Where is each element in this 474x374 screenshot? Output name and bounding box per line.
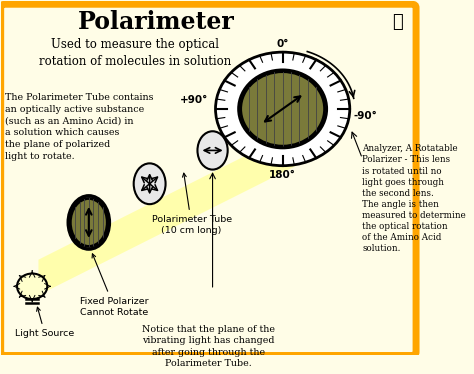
Text: 👁: 👁 [392, 13, 402, 31]
Circle shape [17, 273, 47, 299]
Text: Light Source: Light Source [15, 307, 74, 338]
Text: 180°: 180° [269, 170, 296, 180]
Text: +90°: +90° [180, 95, 208, 105]
Circle shape [216, 52, 350, 166]
Text: Used to measure the optical
rotation of molecules in solution: Used to measure the optical rotation of … [39, 38, 231, 68]
FancyBboxPatch shape [0, 4, 416, 355]
Text: Fixed Polarizer
Cannot Rotate: Fixed Polarizer Cannot Rotate [80, 254, 148, 317]
Text: -90°: -90° [353, 111, 377, 121]
Ellipse shape [198, 131, 228, 169]
Text: Polarimeter: Polarimeter [78, 10, 234, 34]
Text: Notice that the plane of the
vibrating light has changed
after going through the: Notice that the plane of the vibrating l… [142, 325, 275, 368]
Ellipse shape [241, 72, 325, 146]
Text: The Polarimeter Tube contains
an optically active substance
(such as an Amino Ac: The Polarimeter Tube contains an optical… [5, 93, 154, 161]
Text: Analyzer, A Rotatable
Polarizer - This lens
is rotated until no
light goes throu: Analyzer, A Rotatable Polarizer - This l… [362, 144, 466, 253]
Ellipse shape [70, 199, 107, 246]
Text: 0°: 0° [276, 39, 289, 49]
Text: Polarimeter Tube
(10 cm long): Polarimeter Tube (10 cm long) [152, 173, 232, 235]
Polygon shape [38, 125, 307, 295]
Ellipse shape [134, 163, 165, 204]
